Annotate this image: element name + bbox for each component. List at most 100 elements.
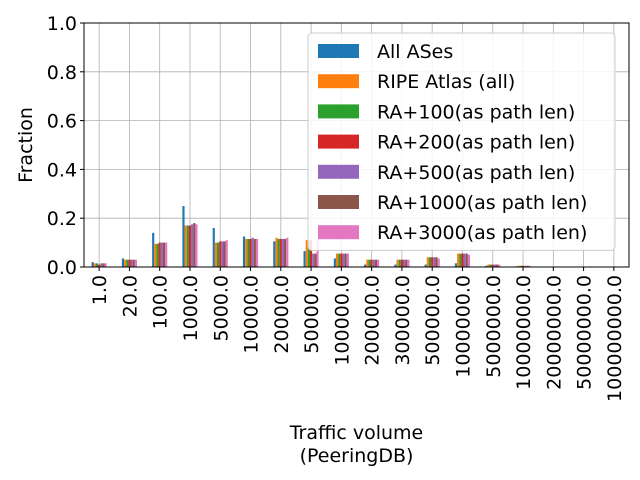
bar-7-1000000.0 [467, 254, 471, 267]
x-tick-label: 20.0 [119, 275, 141, 317]
plot-area-frame [83, 22, 630, 268]
bar-1-5000.0 [212, 227, 215, 267]
bar-7-300000.0 [407, 259, 410, 267]
bar-2-500000.0 [426, 257, 429, 267]
bar-7-1.0 [104, 263, 107, 267]
bar-4-100.0 [158, 242, 161, 267]
bar-7-100000.0 [346, 253, 349, 267]
legend-frame [307, 32, 616, 251]
bar-4-20.0 [128, 259, 131, 267]
x-tick-label: 100000000.0 [604, 275, 626, 402]
bar-7-10000000.0 [528, 265, 531, 267]
bar-3-20000.0 [277, 238, 280, 267]
y-tick-label: 0.2 [47, 208, 77, 230]
legend-entry-label: RA+500(as path len) [377, 162, 575, 184]
bar-1-300000.0 [394, 264, 397, 267]
bar-6-100000.0 [344, 253, 347, 267]
bar-1-1.0 [91, 262, 94, 267]
bar-2-20000.0 [275, 237, 278, 267]
bar-2-20.0 [124, 259, 127, 267]
bar-6-10000000.0 [526, 265, 529, 267]
bar-7-200000.0 [377, 259, 380, 267]
bar-1-20.0 [121, 258, 125, 267]
x-tick-label: 50000000.0 [574, 275, 596, 390]
bar-6-20000.0 [284, 238, 287, 267]
bar-7-50000.0 [316, 240, 319, 267]
bar-3-5000000.0 [489, 264, 492, 267]
bar-5-1000.0 [191, 224, 194, 267]
bar-5-300000.0 [402, 259, 406, 267]
x-tick-label: 100000.0 [331, 275, 353, 366]
bar-5-1.0 [100, 263, 103, 267]
bar-2-5000.0 [214, 242, 218, 267]
bar-5-100000.0 [342, 253, 345, 267]
bar-6-1000000.0 [465, 253, 468, 267]
bar-2-1000000.0 [457, 253, 460, 267]
bar-3-1000.0 [186, 225, 189, 267]
bar-7-5000000.0 [498, 264, 501, 267]
x-tick-label: 10000.0 [241, 275, 263, 354]
legend-swatch [318, 195, 359, 209]
x-tick-label: 20000.0 [271, 275, 293, 354]
x-tick-label: 1000000.0 [452, 275, 474, 378]
bar-6-100.0 [162, 242, 166, 267]
x-tick-label: 300000.0 [392, 275, 414, 366]
bar-4-20000.0 [279, 238, 282, 267]
x-tick-label: 5000.0 [210, 275, 232, 341]
bar-6-5000.0 [223, 241, 226, 267]
bar-5-500000.0 [433, 257, 436, 267]
bar-7-100.0 [165, 242, 168, 267]
legend-swatch [318, 134, 359, 149]
bar-1-1000.0 [182, 206, 185, 267]
bar-7-20000.0 [286, 237, 289, 267]
bar-2-300000.0 [396, 259, 399, 267]
bar-5-20.0 [130, 259, 133, 267]
x-tick-label: 200000.0 [362, 275, 384, 366]
bar-6-1000.0 [193, 223, 196, 267]
bar-4-300000.0 [400, 259, 403, 267]
y-axis-label: Fraction [15, 107, 37, 183]
bar-2-10000.0 [245, 238, 248, 267]
bar-3-100000.0 [338, 253, 341, 267]
bar-2-1.0 [93, 263, 96, 267]
bar-1-1000000.0 [454, 263, 458, 267]
y-tick-label: 0.8 [47, 62, 77, 84]
bar-3-1.0 [95, 263, 99, 267]
bar-5-5000000.0 [493, 264, 496, 267]
bar-4-100000.0 [340, 253, 343, 267]
bar-1-5000000.0 [485, 265, 488, 267]
bar-2-10000000.0 [517, 265, 520, 267]
bar-6-300000.0 [405, 259, 408, 267]
bar-5-10000000.0 [524, 265, 527, 267]
bar-5-50000.0 [312, 253, 315, 267]
bar-3-200000.0 [368, 259, 371, 267]
y-tick-label: 1.0 [47, 13, 77, 35]
bar-3-50000.0 [307, 240, 311, 267]
bar-4-1.0 [98, 264, 101, 267]
bar-5-100.0 [160, 242, 163, 267]
bar-4-1000000.0 [461, 253, 464, 267]
bar-5-1000000.0 [463, 253, 466, 267]
bar-6-500000.0 [435, 257, 438, 267]
bar-1-20000.0 [273, 241, 276, 267]
bar-3-10000000.0 [519, 265, 522, 267]
bar-7-500000.0 [437, 258, 440, 267]
bar-4-200000.0 [370, 259, 373, 267]
x-axis-label: Traffic volume (PeeringDB) [289, 422, 424, 467]
legend-entry-label: RA+3000(as path len) [377, 222, 587, 244]
bar-2-100000.0 [335, 253, 339, 267]
bar-6-1.0 [102, 263, 105, 267]
bar-3-1000000.0 [459, 253, 462, 267]
legend: All ASes RIPE Atlas (all) RA+100(as path l… [307, 32, 616, 251]
bar-7-10000.0 [255, 238, 259, 267]
bar-1-100000.0 [333, 258, 336, 267]
bar-3-300000.0 [398, 259, 401, 267]
bar-5-200000.0 [372, 259, 375, 267]
bar-7-20.0 [134, 259, 137, 267]
x-tick-label: 1000.0 [180, 275, 202, 341]
bar-3-20.0 [126, 259, 129, 267]
x-tick-label: 500000.0 [422, 275, 444, 366]
bar-marks [91, 206, 609, 267]
bar-4-1000.0 [188, 225, 192, 267]
